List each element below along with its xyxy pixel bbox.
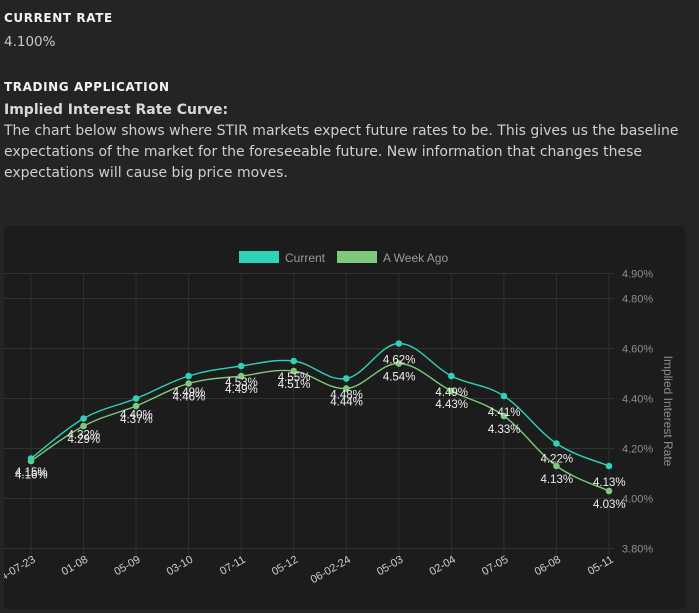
y-tick-label: 4.20%	[622, 444, 653, 456]
data-label: 4.49%	[435, 387, 468, 399]
data-label: 4.54%	[383, 372, 416, 384]
data-label: 4.49%	[173, 387, 206, 399]
data-label: 4.46%	[173, 392, 206, 404]
data-label: 4.43%	[435, 399, 468, 411]
data-point	[290, 367, 298, 375]
data-point	[132, 402, 140, 410]
x-tick-label: 02-04	[427, 554, 457, 578]
data-label: 4.22%	[540, 454, 573, 466]
data-point	[80, 415, 87, 422]
x-tick-label: 07-05	[480, 554, 510, 578]
data-label: 4.37%	[120, 414, 153, 426]
data-point	[80, 422, 87, 430]
data-label: 4.55%	[278, 372, 311, 384]
data-point	[553, 440, 560, 447]
x-tick-label: 06-02-24	[309, 554, 353, 586]
data-label: 4.44%	[330, 397, 363, 409]
series-line-week-ago	[30, 362, 610, 492]
data-point	[237, 372, 245, 380]
x-tick-label: 03-10	[165, 554, 195, 578]
data-point	[185, 380, 192, 387]
trading-application-heading: TRADING APPLICATION	[4, 80, 170, 94]
current-rate-value: 4.100%	[4, 34, 56, 50]
data-point	[237, 362, 245, 370]
data-label: 4.49%	[225, 384, 258, 396]
x-tick-label: 07-11	[218, 554, 248, 578]
curve-subheading: Implied Interest Rate Curve:	[4, 102, 229, 118]
x-tick-label: 06-08	[533, 554, 563, 578]
data-label: 4.16%	[15, 470, 48, 482]
x-tick-label: 04-07-23	[4, 554, 38, 586]
chart-panel: 3.80% 4.00% 4.20% 4.40% 4.60% 4.80% 4.90% Impli…	[0, 226, 685, 609]
data-label: 4.29%	[68, 434, 101, 446]
data-label: 4.32%	[68, 430, 101, 442]
data-label: 4.33%	[488, 424, 521, 436]
data-point	[605, 462, 613, 470]
data-label: 4.40%	[120, 410, 153, 422]
legend-label: A Week Ago	[383, 251, 448, 265]
data-point	[448, 372, 455, 380]
y-tick-label: 4.00%	[622, 494, 653, 506]
data-label: 4.13%	[540, 474, 573, 486]
series-line-current	[30, 342, 610, 467]
data-point	[342, 375, 350, 382]
data-label: 4.53%	[225, 377, 258, 389]
data-point	[500, 392, 508, 400]
current-rate-heading: CURRENT RATE	[4, 11, 113, 25]
data-point	[500, 412, 508, 420]
data-point	[185, 372, 192, 380]
legend-swatch-week-ago	[337, 251, 377, 263]
y-tick-label: 4.80%	[622, 294, 653, 306]
data-label: 4.51%	[278, 379, 311, 391]
x-tick-label: 05-12	[270, 554, 300, 578]
y-tick-label: 4.90%	[622, 269, 653, 281]
data-point	[395, 360, 403, 367]
curve-description: The chart below shows where STIR markets…	[4, 123, 679, 181]
data-point	[395, 340, 403, 347]
data-point	[27, 455, 35, 462]
data-point	[553, 462, 560, 470]
data-label: 4.03%	[593, 499, 626, 511]
x-tick-label: 05-09	[112, 554, 142, 578]
legend-swatch-current	[239, 251, 279, 263]
x-tick-label: 05-11	[586, 554, 616, 578]
y-tick-label: 3.80%	[622, 544, 653, 556]
data-label: 4.48%	[330, 390, 363, 402]
x-tick-label: 01-08	[60, 554, 90, 578]
data-label: 4.62%	[383, 355, 416, 367]
y-axis-title: Implied Interest Rate	[661, 356, 675, 467]
data-label: 4.41%	[488, 407, 521, 419]
data-point	[132, 395, 140, 402]
data-point	[448, 387, 455, 395]
legend-label: Current	[285, 251, 326, 265]
data-point	[342, 385, 350, 392]
implied-rate-chart: 3.80% 4.00% 4.20% 4.40% 4.60% 4.80% 4.90% Impli…	[0, 251, 675, 586]
data-point	[290, 357, 298, 365]
data-label: 4.15%	[15, 467, 48, 479]
x-tick-label: 05-03	[375, 554, 405, 578]
y-tick-label: 4.40%	[622, 394, 653, 406]
data-point	[605, 487, 613, 495]
data-label: 4.13%	[593, 477, 626, 489]
y-tick-label: 4.60%	[622, 344, 653, 356]
